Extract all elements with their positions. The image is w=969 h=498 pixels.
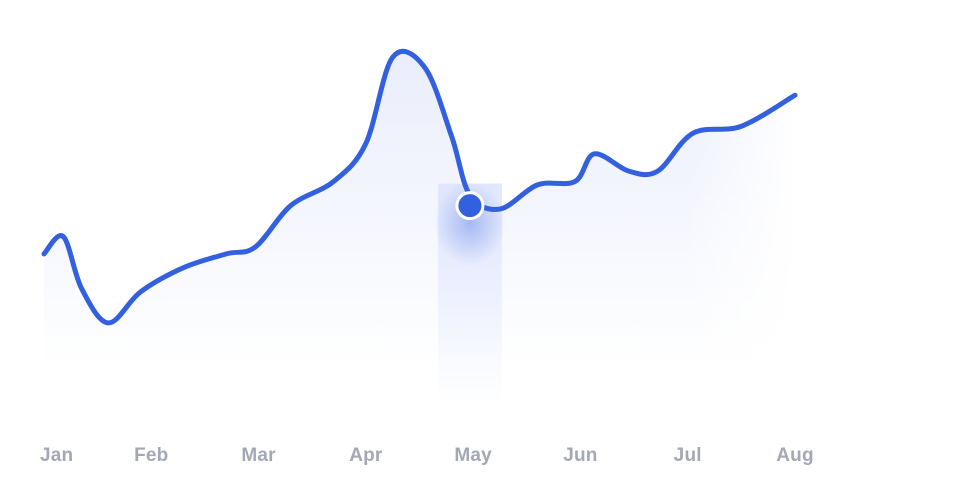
x-tick-label-aug: Aug: [776, 445, 814, 466]
x-axis-tick-labels: Jan Feb Mar Apr May Jun Jul Aug: [40, 445, 814, 466]
x-tick-label-jun: Jun: [563, 445, 597, 466]
area-fade-overlay: [44, 40, 797, 367]
marker-group: [455, 191, 485, 221]
series-line: [41, 48, 798, 326]
highlight-glow: [433, 181, 506, 266]
area-fill-group: [44, 40, 797, 367]
x-tick-label-mar: Mar: [241, 445, 276, 466]
highlight-band-group: [433, 181, 506, 403]
x-tick-label-apr: Apr: [349, 445, 383, 466]
series-line-group: [41, 48, 798, 326]
x-tick-label-may: May: [454, 445, 492, 466]
x-tick-label-jul: Jul: [674, 445, 702, 466]
highlight-point[interactable]: [455, 191, 485, 221]
x-tick-label-feb: Feb: [134, 445, 168, 466]
x-tick-label-jan: Jan: [40, 445, 73, 466]
